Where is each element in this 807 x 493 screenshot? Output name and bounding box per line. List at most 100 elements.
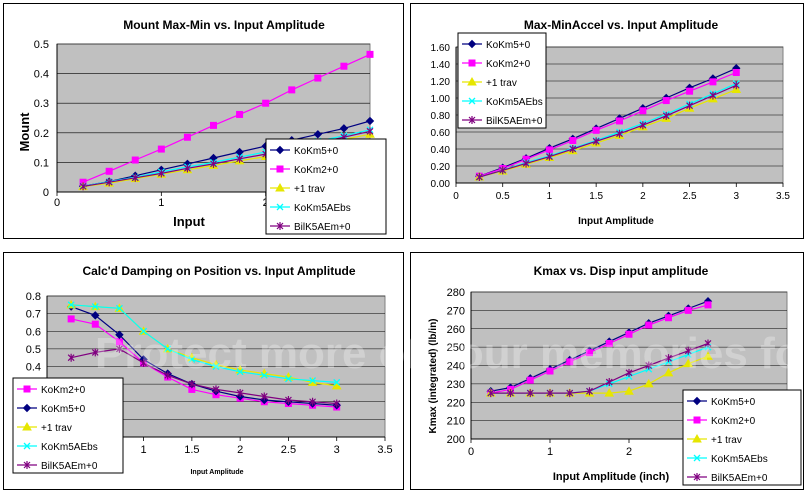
data-point bbox=[262, 99, 270, 107]
y-tick-label: 0.80 bbox=[431, 111, 451, 122]
y-tick-label: 0.20 bbox=[431, 162, 451, 173]
data-point bbox=[140, 327, 148, 335]
data-point bbox=[333, 378, 341, 386]
legend-label: KoKm5AEbs bbox=[711, 454, 768, 465]
series-line bbox=[71, 304, 337, 383]
data-point bbox=[592, 126, 600, 134]
data-point bbox=[604, 388, 615, 397]
data-point bbox=[309, 377, 317, 385]
data-point bbox=[131, 156, 139, 164]
series-line bbox=[479, 83, 737, 178]
data-point bbox=[309, 397, 316, 406]
data-point bbox=[67, 315, 75, 323]
x-tick-label: 1 bbox=[158, 197, 164, 209]
y-tick-label: 270 bbox=[447, 305, 465, 317]
legend-box bbox=[682, 389, 802, 486]
legend-label: KoKm2+0 bbox=[41, 385, 86, 396]
data-point bbox=[67, 301, 75, 309]
data-point bbox=[616, 129, 623, 138]
legend: KoKm5+0 KoKm2+0 +1 trav KoKm5AEbs BilK5AEm+0 bbox=[457, 32, 547, 129]
legend-marker bbox=[275, 145, 285, 155]
x-tick-label: 0 bbox=[468, 446, 474, 458]
data-point bbox=[487, 389, 495, 398]
y-tick-label: 210 bbox=[447, 416, 465, 428]
y-tick-label: 1.60 bbox=[431, 43, 451, 54]
x-axis-label: Input Amplitude (inch) bbox=[553, 471, 670, 483]
y-tick-label: 1.00 bbox=[431, 94, 451, 105]
data-point bbox=[340, 62, 348, 70]
data-point bbox=[546, 152, 553, 161]
data-point bbox=[67, 353, 75, 362]
data-point bbox=[140, 358, 147, 367]
data-point bbox=[522, 159, 530, 168]
data-point bbox=[665, 354, 672, 363]
chart-panel-kmax: Kmax vs. Disp input amplitude Kmax (inte… bbox=[410, 252, 804, 490]
legend: KoKm2+0 KoKm5+0 +1 trav KoKm5AEbs BilK5AEm+0 bbox=[12, 377, 124, 474]
data-point bbox=[686, 101, 693, 110]
data-point bbox=[157, 169, 165, 178]
x-tick-label: 2.5 bbox=[281, 444, 296, 456]
y-tick-label: 0.1 bbox=[34, 157, 49, 169]
legend-label: KoKm5+0 bbox=[486, 40, 531, 51]
data-point bbox=[569, 137, 577, 144]
data-point bbox=[183, 133, 191, 141]
y-tick-label: 0.00 bbox=[431, 179, 451, 190]
data-point bbox=[684, 306, 692, 314]
data-point bbox=[79, 182, 87, 191]
data-point bbox=[732, 81, 740, 90]
series-line bbox=[82, 120, 371, 187]
series-line bbox=[490, 342, 709, 394]
data-point bbox=[686, 87, 694, 95]
legend-marker bbox=[693, 416, 701, 424]
series-line bbox=[70, 348, 337, 405]
y-axis-label: Kmax (integrated) (lb/in) bbox=[428, 318, 439, 433]
series-kokm2-0 bbox=[79, 50, 374, 186]
data-point bbox=[131, 173, 139, 182]
data-point bbox=[684, 346, 692, 355]
data-point bbox=[331, 380, 342, 390]
data-point bbox=[592, 137, 600, 146]
data-point bbox=[115, 338, 123, 346]
x-tick-label: 0 bbox=[453, 191, 459, 202]
legend-label: BilK5AEm+0 bbox=[711, 473, 768, 484]
data-point bbox=[605, 339, 613, 347]
legend-marker bbox=[23, 385, 31, 393]
legend-marker bbox=[693, 473, 701, 481]
legend-marker bbox=[693, 454, 701, 462]
legend-marker bbox=[22, 403, 32, 413]
y-tick-label: 0.3 bbox=[34, 98, 49, 110]
y-tick-label: 0.40 bbox=[431, 145, 451, 156]
x-tick-label: 1 bbox=[547, 446, 553, 458]
chart-title: Calc'd Damping on Position vs. Input Amp… bbox=[82, 264, 355, 278]
x-tick-label: 3 bbox=[734, 191, 740, 202]
legend: KoKm5+0 KoKm2+0 +1 trav KoKm5AEbs BilK5AEm+0 bbox=[265, 138, 387, 235]
y-tick-label: 200 bbox=[447, 434, 465, 446]
data-point bbox=[188, 380, 196, 389]
data-point bbox=[210, 121, 217, 129]
y-tick-label: 0.2 bbox=[34, 128, 49, 140]
legend-marker bbox=[275, 182, 285, 192]
data-point bbox=[366, 50, 374, 58]
series-bilk5aem-0 bbox=[67, 344, 341, 408]
data-point bbox=[639, 121, 647, 130]
legend-label: KoKm5AEbs bbox=[486, 97, 543, 108]
data-point bbox=[91, 303, 99, 311]
legend-marker bbox=[22, 421, 32, 431]
x-axis-label: Input Amplitude bbox=[578, 216, 654, 227]
y-tick-label: 260 bbox=[447, 324, 465, 336]
data-point bbox=[116, 344, 123, 353]
data-point bbox=[236, 110, 244, 118]
x-tick-label: 2 bbox=[640, 191, 646, 202]
legend-label: KoKm2+0 bbox=[486, 59, 531, 70]
x-tick-label: 3.5 bbox=[776, 191, 790, 202]
series-line bbox=[479, 71, 737, 177]
series-bilk5aem-0 bbox=[487, 339, 712, 398]
data-point bbox=[212, 363, 220, 370]
data-point bbox=[188, 355, 196, 363]
data-point bbox=[314, 74, 322, 82]
data-point bbox=[91, 311, 100, 320]
chart-kmax-svg: Kmax vs. Disp input amplitude Kmax (inte… bbox=[428, 264, 802, 486]
x-tick-label: 0.5 bbox=[496, 191, 510, 202]
data-point bbox=[212, 385, 220, 394]
data-point bbox=[709, 91, 717, 100]
